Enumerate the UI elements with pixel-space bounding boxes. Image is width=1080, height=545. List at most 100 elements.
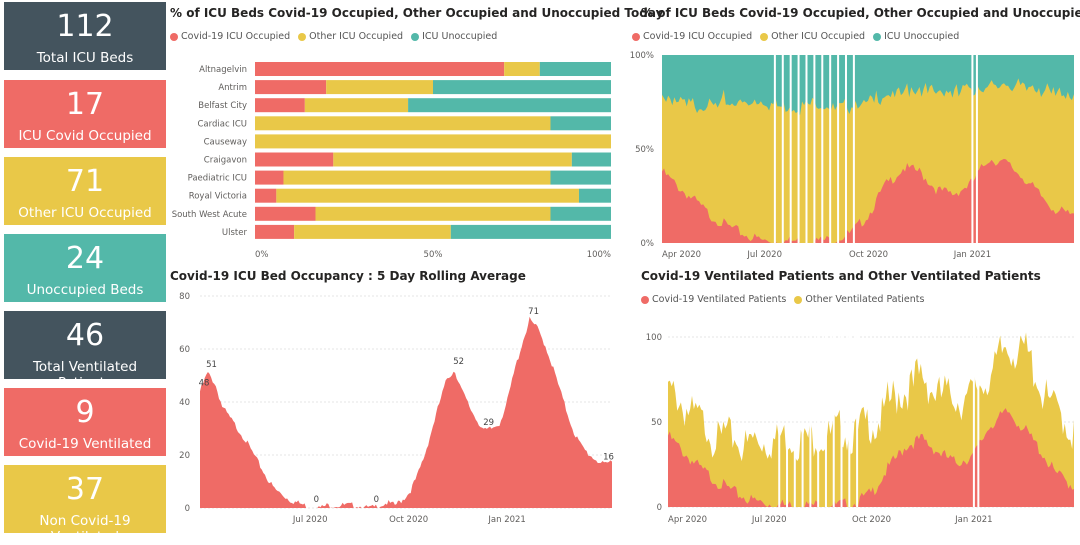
data-gap bbox=[773, 55, 776, 243]
bar-segment bbox=[255, 188, 277, 203]
category-label: Ulster bbox=[222, 228, 248, 238]
legend-item-unoccupied[interactable]: ICU Unoccupied bbox=[411, 31, 497, 42]
data-gap bbox=[852, 55, 855, 243]
bar-segment bbox=[255, 80, 327, 95]
y-tick-label: 0 bbox=[185, 504, 190, 514]
category-label: Causeway bbox=[204, 137, 247, 147]
bar-segment bbox=[283, 170, 551, 185]
pct-area-title: % of ICU Beds Covid-19 Occupied, Other O… bbox=[641, 6, 1080, 20]
kpi-card[interactable]: 112 Total ICU Beds bbox=[4, 2, 166, 70]
category-label: Craigavon bbox=[204, 156, 247, 166]
data-gap bbox=[781, 55, 784, 243]
legend-item-unoccupied[interactable]: ICU Unoccupied bbox=[873, 31, 959, 42]
kpi-value: 37 bbox=[65, 472, 105, 507]
bar-chart-title: % of ICU Beds Covid-19 Occupied, Other O… bbox=[170, 6, 664, 20]
x-tick-label: Oct 2020 bbox=[852, 515, 891, 525]
bar-segment bbox=[433, 80, 611, 95]
area-covid bbox=[662, 158, 1074, 243]
x-tick-label: Jan 2021 bbox=[487, 515, 525, 525]
data-gap bbox=[817, 320, 820, 507]
kpi-label: Unoccupied Beds bbox=[26, 282, 144, 298]
data-gap bbox=[844, 55, 847, 243]
bar-segment bbox=[315, 206, 551, 221]
legend-dot-covid bbox=[641, 295, 649, 304]
data-gap bbox=[829, 55, 832, 243]
data-gap bbox=[824, 320, 827, 507]
data-gap bbox=[809, 320, 812, 507]
legend-item-other[interactable]: Other ICU Occupied bbox=[760, 31, 865, 42]
legend-item-other-vent[interactable]: Other Ventilated Patients bbox=[794, 294, 924, 305]
category-label: South West Acute bbox=[172, 210, 247, 220]
y-tick-label: 50 bbox=[651, 418, 662, 428]
x-tick-label: Oct 2020 bbox=[389, 515, 428, 525]
bar-segment bbox=[550, 116, 611, 131]
bar-segment bbox=[304, 98, 409, 113]
data-gap bbox=[789, 55, 792, 243]
bar-segment bbox=[326, 80, 433, 95]
category-label: Royal Victoria bbox=[189, 192, 247, 202]
legend-label: Other ICU Occupied bbox=[309, 31, 404, 42]
y-tick-label: 100 bbox=[646, 333, 662, 343]
data-gap bbox=[975, 55, 978, 243]
legend-label: Other Ventilated Patients bbox=[805, 294, 925, 305]
kpi-card[interactable]: 9 Covid-19 Ventilated bbox=[4, 388, 166, 456]
data-label: 0 bbox=[374, 495, 379, 505]
kpi-label: Total ICU Beds bbox=[36, 50, 134, 66]
kpi-label: ICU Covid Occupied bbox=[18, 128, 152, 144]
bar-segment bbox=[333, 152, 572, 167]
bar-segment bbox=[255, 224, 295, 239]
bar-segment bbox=[255, 206, 316, 221]
bar-segment bbox=[255, 116, 551, 131]
legend-item-other[interactable]: Other ICU Occupied bbox=[298, 31, 403, 42]
legend-dot-unoccupied bbox=[411, 32, 420, 41]
legend-label: Other ICU Occupied bbox=[771, 31, 866, 42]
kpi-card[interactable]: 71 Other ICU Occupied bbox=[4, 157, 166, 225]
kpi-card[interactable]: 17 ICU Covid Occupied bbox=[4, 80, 166, 148]
y-tick-label: 20 bbox=[179, 451, 190, 461]
legend-label: ICU Unoccupied bbox=[422, 31, 498, 42]
legend-label: Covid-19 ICU Occupied bbox=[181, 31, 291, 42]
legend-dot-covid bbox=[632, 32, 640, 41]
x-tick-label: Apr 2020 bbox=[662, 250, 701, 260]
data-gap bbox=[786, 320, 789, 507]
kpi-card[interactable]: 37 Non Covid-19 Ventilated bbox=[4, 465, 166, 545]
bar-chart-legend: Covid-19 ICU Occupied Other ICU Occupied… bbox=[170, 31, 505, 42]
data-gap bbox=[801, 320, 804, 507]
x-tick-label: Jul 2020 bbox=[292, 515, 328, 525]
x-tick-label: Jan 2021 bbox=[953, 250, 991, 260]
legend-item-covid[interactable]: Covid-19 ICU Occupied bbox=[170, 31, 290, 42]
kpi-value: 9 bbox=[75, 395, 95, 430]
bar-segment bbox=[550, 170, 611, 185]
data-gap bbox=[856, 320, 859, 507]
data-label: 51 bbox=[206, 360, 217, 370]
data-gap bbox=[832, 320, 835, 507]
data-gap bbox=[977, 320, 980, 507]
category-label: Cardiac ICU bbox=[198, 119, 248, 129]
legend-label: Covid-19 Ventilated Patients bbox=[652, 294, 787, 305]
bar-segment bbox=[578, 188, 611, 203]
data-gap bbox=[837, 55, 840, 243]
bar-segment bbox=[408, 98, 611, 113]
data-gap bbox=[972, 320, 975, 507]
bar-segment bbox=[450, 224, 611, 239]
x-tick-label: Jul 2020 bbox=[746, 250, 782, 260]
pct-area-legend: Covid-19 ICU Occupied Other ICU Occupied… bbox=[632, 31, 967, 42]
ventilated-chart: 0 50 100 Apr 2020 Jul 2020 Oct 2020 Jan 2021 bbox=[646, 320, 1074, 525]
y-tick-label: 50% bbox=[635, 145, 654, 155]
kpi-card[interactable]: 46 Total Ventilated Patients bbox=[4, 311, 166, 391]
area-covid-ventilated bbox=[668, 408, 1074, 507]
x-tick-label: Oct 2020 bbox=[849, 250, 888, 260]
data-label: 16 bbox=[603, 453, 614, 463]
kpi-value: 112 bbox=[56, 9, 114, 44]
y-tick-label: 80 bbox=[179, 292, 190, 302]
bar-segment bbox=[255, 170, 284, 185]
category-label: Belfast City bbox=[198, 101, 247, 111]
legend-item-covid-vent[interactable]: Covid-19 Ventilated Patients bbox=[641, 294, 786, 305]
x-tick-label: Apr 2020 bbox=[668, 515, 707, 525]
kpi-value: 24 bbox=[65, 241, 105, 276]
legend-item-covid[interactable]: Covid-19 ICU Occupied bbox=[632, 31, 752, 42]
y-tick-label: 0% bbox=[641, 239, 655, 249]
kpi-value: 17 bbox=[65, 87, 105, 122]
data-gap bbox=[840, 320, 843, 507]
kpi-card[interactable]: 24 Unoccupied Beds bbox=[4, 234, 166, 302]
